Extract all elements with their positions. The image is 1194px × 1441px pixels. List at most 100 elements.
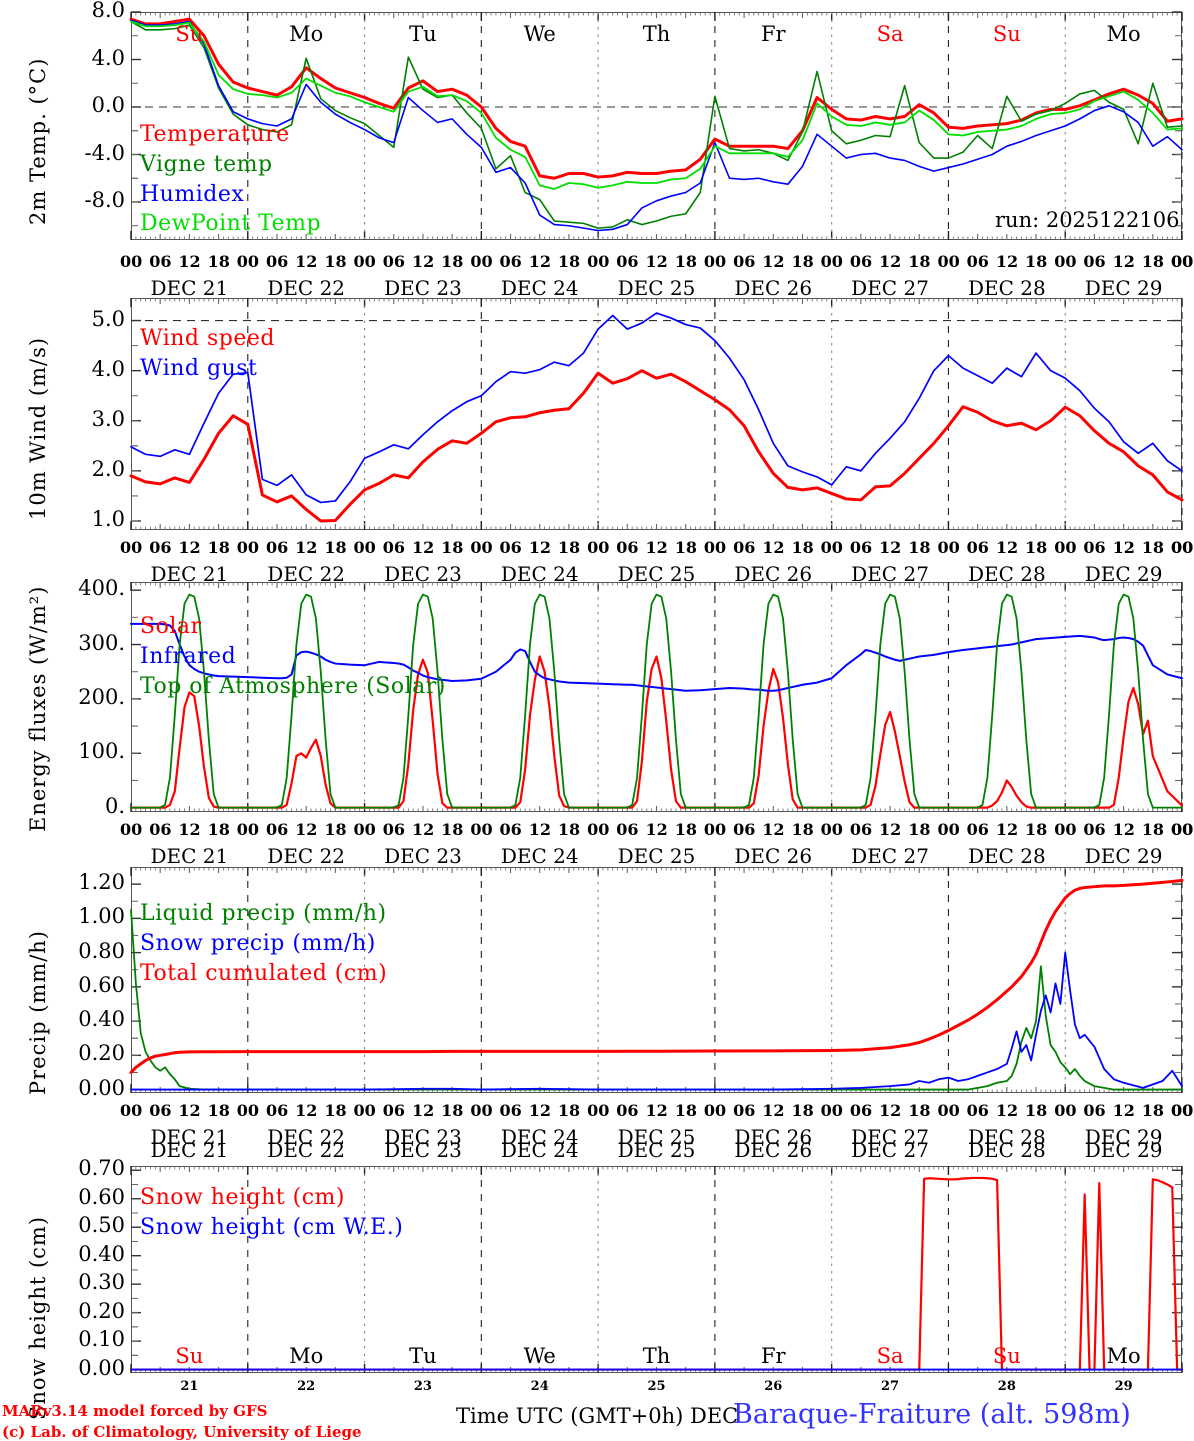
x-hour-tick-label: 12: [1112, 820, 1135, 839]
footer-model-credit: MARv3.14 model forced by GFS: [2, 1402, 268, 1420]
x-hour-tick-label: 00: [1171, 538, 1194, 557]
x-hour-tick-label: 18: [674, 820, 697, 839]
x-hour-tick-label: 00: [703, 820, 727, 839]
x-hour-tick-label: 18: [791, 252, 814, 271]
x-hour-tick-label: 12: [528, 538, 551, 557]
temp-ytick-label: 0.0: [91, 93, 125, 117]
x-date-label: DEC 24: [500, 1138, 579, 1162]
legend-wind-speed: Wind speed: [140, 326, 276, 351]
x-date-label: DEC 23: [384, 1125, 462, 1149]
wind-ytick-label: 1.0: [91, 506, 125, 531]
x-day-number-label: 25: [647, 1379, 666, 1394]
x-hour-tick-label: 18: [557, 820, 581, 839]
x-hour-tick-label: 06: [966, 820, 989, 839]
precip-chart-svg: [129, 867, 1184, 1093]
x-date-label: DEC 21: [150, 276, 229, 300]
day-of-week-label: Fr: [760, 22, 786, 46]
x-hour-tick-label: 18: [207, 538, 230, 557]
fluxes-ytick-label: 400.: [78, 576, 125, 601]
x-hour-tick-label: 00: [820, 252, 843, 271]
legend-wind-gust: Wind gust: [140, 356, 258, 381]
x-hour-tick-label: 00: [470, 252, 493, 271]
x-date-label: DEC 25: [617, 276, 696, 300]
day-of-week-label: We: [523, 1344, 556, 1368]
x-day-number-label: 23: [413, 1379, 432, 1394]
x-hour-tick-label: 12: [645, 1101, 668, 1120]
panel-temperature: 2m Temp. (°C) Temperature Vigne temp Hum…: [0, 0, 1194, 300]
x-hour-tick-label: 18: [1025, 820, 1048, 839]
wind-ytick-label: 4.0: [91, 356, 125, 381]
x-date-label: DEC 28: [967, 276, 1046, 300]
x-hour-tick-label: 00: [820, 538, 843, 557]
x-hour-tick-label: 00: [1054, 820, 1077, 839]
x-date-label: DEC 26: [734, 1125, 813, 1149]
x-date-label: DEC 21: [150, 844, 229, 868]
x-date-label: DEC 23: [384, 844, 462, 868]
day-of-week-label: Su: [992, 1344, 1021, 1368]
x-hour-tick-label: 00: [587, 820, 610, 839]
x-hour-tick-label: 18: [1025, 252, 1048, 271]
precip-series-line: [130, 951, 1183, 1091]
x-hour-tick-label: 00: [587, 252, 610, 271]
day-of-week-label: Mo: [289, 22, 324, 46]
fluxes-ytick-label: 300.: [78, 630, 125, 655]
x-hour-tick-label: 00: [353, 252, 376, 271]
temp-ytick-label: 8.0: [91, 0, 125, 22]
time-axis-label: Time UTC (GMT+0h): [456, 1404, 684, 1428]
x-hour-tick-label: 12: [411, 1101, 435, 1120]
x-date-label: DEC 26: [734, 276, 813, 300]
x-date-label: DEC 22: [267, 1125, 346, 1149]
x-hour-tick-label: 12: [762, 820, 785, 839]
x-hour-tick-label: 18: [1141, 538, 1165, 557]
x-hour-tick-label: 12: [295, 1101, 318, 1120]
x-hour-tick-label: 06: [733, 1101, 756, 1120]
precip-plot-area[interactable]: [131, 867, 1182, 1093]
fluxes-chart-svg: [129, 582, 1184, 812]
snow-plot-area[interactable]: [131, 1166, 1182, 1373]
x-hour-tick-label: 18: [1141, 252, 1165, 271]
x-hour-tick-label: 12: [879, 538, 902, 557]
x-hour-tick-label: 18: [324, 252, 347, 271]
x-hour-tick-label: 06: [265, 820, 289, 839]
x-hour-tick-label: 00: [1054, 538, 1077, 557]
x-hour-tick-label: 18: [1025, 538, 1048, 557]
snow-ytick-label: 0.70: [78, 1156, 125, 1181]
legend-top-of-atmosphere: Top of Atmosphere (Solar): [140, 674, 446, 699]
fluxes-ytick-label: 200.: [78, 684, 125, 709]
day-of-week-label: Mo: [1106, 1344, 1141, 1368]
x-date-label: DEC 24: [500, 276, 579, 300]
temp-plot-area[interactable]: [131, 12, 1182, 240]
snow-ytick-label: 0.40: [78, 1241, 125, 1266]
snow-chart-svg: [129, 1166, 1184, 1373]
precip-ytick-label: 0.00: [78, 1075, 125, 1100]
x-hour-tick-label: 06: [149, 820, 172, 839]
x-day-number-label: 21: [180, 1379, 199, 1394]
wind-plot-area[interactable]: [131, 298, 1182, 530]
panel-wind: 10m Wind (m/s) Wind speed Wind gust 5.0 4…: [0, 290, 1194, 586]
x-hour-tick-label: 06: [849, 820, 873, 839]
x-hour-tick-label: 00: [1171, 538, 1194, 557]
fluxes-series-line: [130, 593, 1183, 809]
x-hour-tick-label: 00: [120, 1101, 143, 1120]
x-hour-tick-label: 00: [703, 538, 727, 557]
x-hour-tick-label: 00: [1171, 252, 1194, 271]
x-date-label: DEC 28: [967, 844, 1046, 868]
day-of-week-label: We: [523, 22, 556, 46]
x-hour-tick-label: 06: [499, 820, 522, 839]
panel-precip: Precip (mm/h) Liquid precip (mm/h) Snow …: [0, 850, 1194, 1150]
x-hour-tick-label: 00: [1054, 1101, 1077, 1120]
x-date-label: DEC 21: [150, 1138, 229, 1162]
fluxes-plot-area[interactable]: [131, 582, 1182, 812]
x-hour-tick-label: 18: [441, 252, 464, 271]
x-hour-tick-label: 06: [849, 252, 873, 271]
x-hour-tick-label: 12: [295, 820, 318, 839]
panel-energy-fluxes: Energy fluxes (W/m²) Solar Infrared Top …: [0, 570, 1194, 868]
x-hour-tick-label: 06: [616, 252, 639, 271]
x-hour-tick-label: 18: [908, 1101, 931, 1120]
temp-series-line: [130, 19, 1183, 232]
wind-series-line: [130, 312, 1183, 504]
x-hour-tick-label: 06: [1083, 1101, 1106, 1120]
x-hour-tick-label: 06: [849, 1101, 873, 1120]
x-hour-tick-label: 00: [470, 1101, 493, 1120]
precip-ytick-label: 0.60: [78, 972, 125, 997]
